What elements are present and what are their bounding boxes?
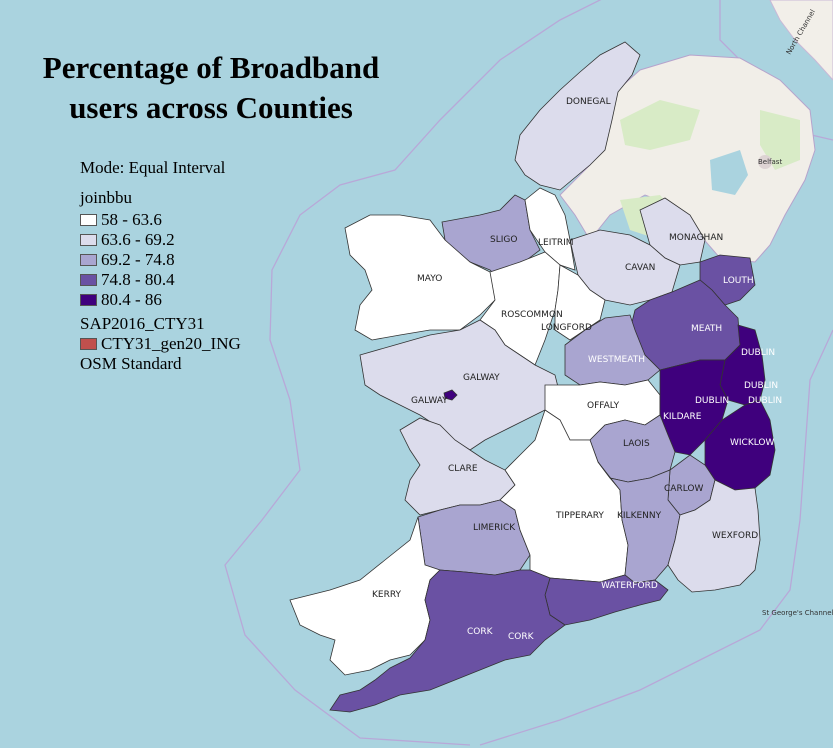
label-cork: CORK [467,627,494,637]
legend-swatch-2 [80,234,97,246]
county-cork [329,569,566,713]
map-title-line-1: Percentage of Broadband [42,50,380,85]
label-waterford: WATERFORD [601,581,658,591]
legend-label-1: 58 - 63.6 [101,210,162,229]
county-donegal [514,41,641,191]
county-wexford [667,479,761,593]
label-limerick: LIMERICK [473,523,516,533]
legend-swatch-4 [80,274,97,286]
county-galway-city [443,389,458,401]
legend-basemap: OSM Standard [80,354,182,373]
county-leitrim [524,187,576,271]
map-title: Percentage of Broadband users across Cou… [0,48,422,128]
label-belfast: Belfast [758,158,782,166]
legend-layer-swatch [80,338,97,350]
label-dublin-1: DUBLIN [741,348,775,358]
label-westmeath: WESTMEATH [588,355,645,365]
legend-class-3: 69.2 - 74.8 [80,250,241,270]
map-title-line-2: users across Counties [69,90,353,125]
label-kerry: KERRY [372,590,402,600]
legend-class-4: 74.8 - 80.4 [80,270,241,290]
legend-swatch-3 [80,254,97,266]
label-dublin-4: DUBLIN [748,396,782,406]
label-offaly: OFFALY [587,401,620,411]
legend-layer-item-label: CTY31_gen20_ING [101,334,241,353]
label-donegal: DONEGAL [566,97,611,107]
label-wicklow: WICKLOW [730,438,775,448]
legend-swatch-1 [80,214,97,226]
belfast-urban [758,155,772,169]
legend-layer-item: CTY31_gen20_ING [80,334,241,354]
legend-label-2: 63.6 - 69.2 [101,230,175,249]
label-longford: LONGFORD [541,323,592,333]
label-dublin-2: DUBLIN [744,381,778,391]
county-mayo [344,214,506,341]
label-galway-city: GALWAY [411,396,448,406]
label-sligo: SLIGO [490,235,517,245]
label-cavan: CAVAN [625,263,655,273]
legend-class-1: 58 - 63.6 [80,210,241,230]
label-meath: MEATH [691,324,722,334]
label-louth: LOUTH [723,276,754,286]
label-leitrim: LEITRIM [538,238,574,248]
britain-land [769,0,833,81]
label-tipperary: TIPPERARY [555,511,604,521]
label-st-georges-channel: St George's Channel [762,609,833,617]
ni-green-area-2 [760,110,800,170]
legend-class-2: 63.6 - 69.2 [80,230,241,250]
label-monaghan: MONAGHAN [669,233,723,243]
label-kilkenny: KILKENNY [617,511,662,521]
county-labels: DONEGAL SLIGO LEITRIM MAYO MONAGHAN CAVA… [372,97,782,642]
label-roscommon: ROSCOMMON [501,310,563,320]
legend-layer-name: SAP2016_CTY31 [80,314,205,333]
legend-mode: Mode: Equal Interval [80,158,226,177]
label-kildare: KILDARE [663,412,702,422]
label-carlow: CARLOW [664,484,703,494]
label-mayo: MAYO [417,274,442,284]
legend-swatch-5 [80,294,97,306]
legend-label-5: 80.4 - 86 [101,290,162,309]
label-clare: CLARE [448,464,478,474]
legend-label-4: 74.8 - 80.4 [101,270,175,289]
ni-green-area-1 [620,100,700,150]
legend-class-5: 80.4 - 86 [80,290,241,310]
legend-label-3: 69.2 - 74.8 [101,250,175,269]
label-cork-city: CORK [508,632,535,642]
legend-field-name: joinbbu [80,188,132,207]
county-limerick [417,499,531,576]
label-laois: LAOIS [623,439,650,449]
map-legend: Mode: Equal Interval joinbbu 58 - 63.6 6… [80,158,241,374]
label-dublin-3: DUBLIN [695,396,729,406]
label-wexford: WEXFORD [712,531,758,541]
lough-neagh [710,150,748,195]
label-galway: GALWAY [463,373,500,383]
